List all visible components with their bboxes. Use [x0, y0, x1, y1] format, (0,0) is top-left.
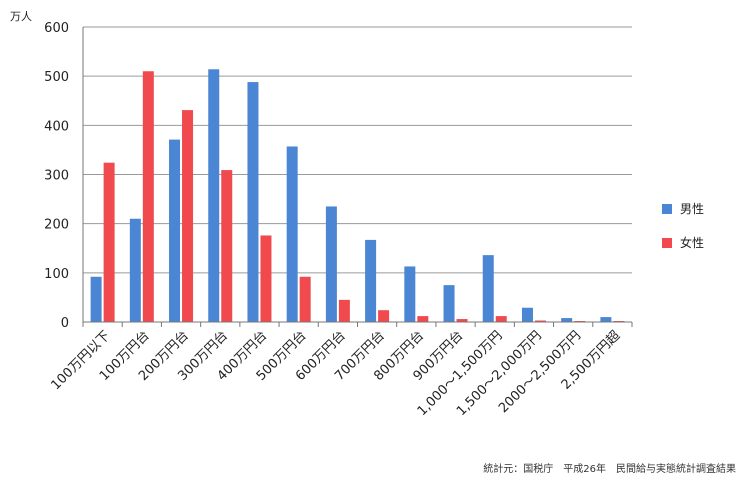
- bar-female-11: [534, 320, 546, 322]
- bar-female-10: [495, 316, 507, 322]
- y-tick-label: 600: [44, 21, 69, 36]
- bar-female-1: [142, 71, 154, 322]
- bar-female-5: [299, 276, 311, 322]
- bar-female-4: [260, 235, 272, 322]
- bar-male-13: [600, 317, 612, 322]
- y-tick-label: 0: [61, 316, 69, 331]
- legend-label-female: 女性: [680, 235, 704, 250]
- y-tick-label: 300: [44, 169, 69, 184]
- axes: [82, 27, 633, 327]
- bar-male-1: [129, 218, 141, 322]
- bar-female-2: [182, 110, 194, 322]
- bar-female-3: [221, 170, 233, 322]
- bar-male-10: [482, 255, 494, 322]
- bar-female-9: [456, 319, 468, 322]
- source-note: 統計元：国税庁 平成26年 民間給与実態統計調査結果: [483, 462, 736, 475]
- y-tick-label: 500: [44, 70, 69, 85]
- y-tick-label: 100: [44, 267, 69, 282]
- bar-male-11: [521, 307, 533, 322]
- bar-male-9: [443, 285, 455, 322]
- bar-male-2: [169, 139, 181, 322]
- bar-male-0: [90, 276, 102, 322]
- y-tick-labels: 0 100 200 300 400 500 600: [44, 21, 69, 331]
- x-category-labels: 100万円以下100万円台200万円台300万円台400万円台500万円台600…: [49, 328, 624, 419]
- legend-swatch-male: [662, 204, 672, 214]
- bars: [90, 69, 625, 323]
- y-unit-label: 万人: [10, 10, 32, 23]
- bar-male-7: [365, 239, 377, 322]
- bar-female-7: [378, 310, 390, 322]
- bar-female-6: [338, 299, 350, 322]
- bar-male-3: [208, 69, 220, 323]
- bar-male-6: [325, 206, 337, 322]
- y-tick-label: 200: [44, 218, 69, 233]
- bar-male-5: [286, 146, 298, 322]
- legend-label-male: 男性: [680, 202, 704, 216]
- bar-male-8: [404, 266, 416, 322]
- bar-male-4: [247, 82, 259, 322]
- x-category-label: 100万円以下: [49, 328, 114, 393]
- y-tick-label: 400: [44, 119, 69, 134]
- gridlines: [83, 26, 632, 274]
- bar-male-12: [561, 318, 573, 322]
- legend-swatch-female: [662, 238, 672, 248]
- bar-female-8: [417, 316, 429, 322]
- bar-female-0: [103, 162, 115, 322]
